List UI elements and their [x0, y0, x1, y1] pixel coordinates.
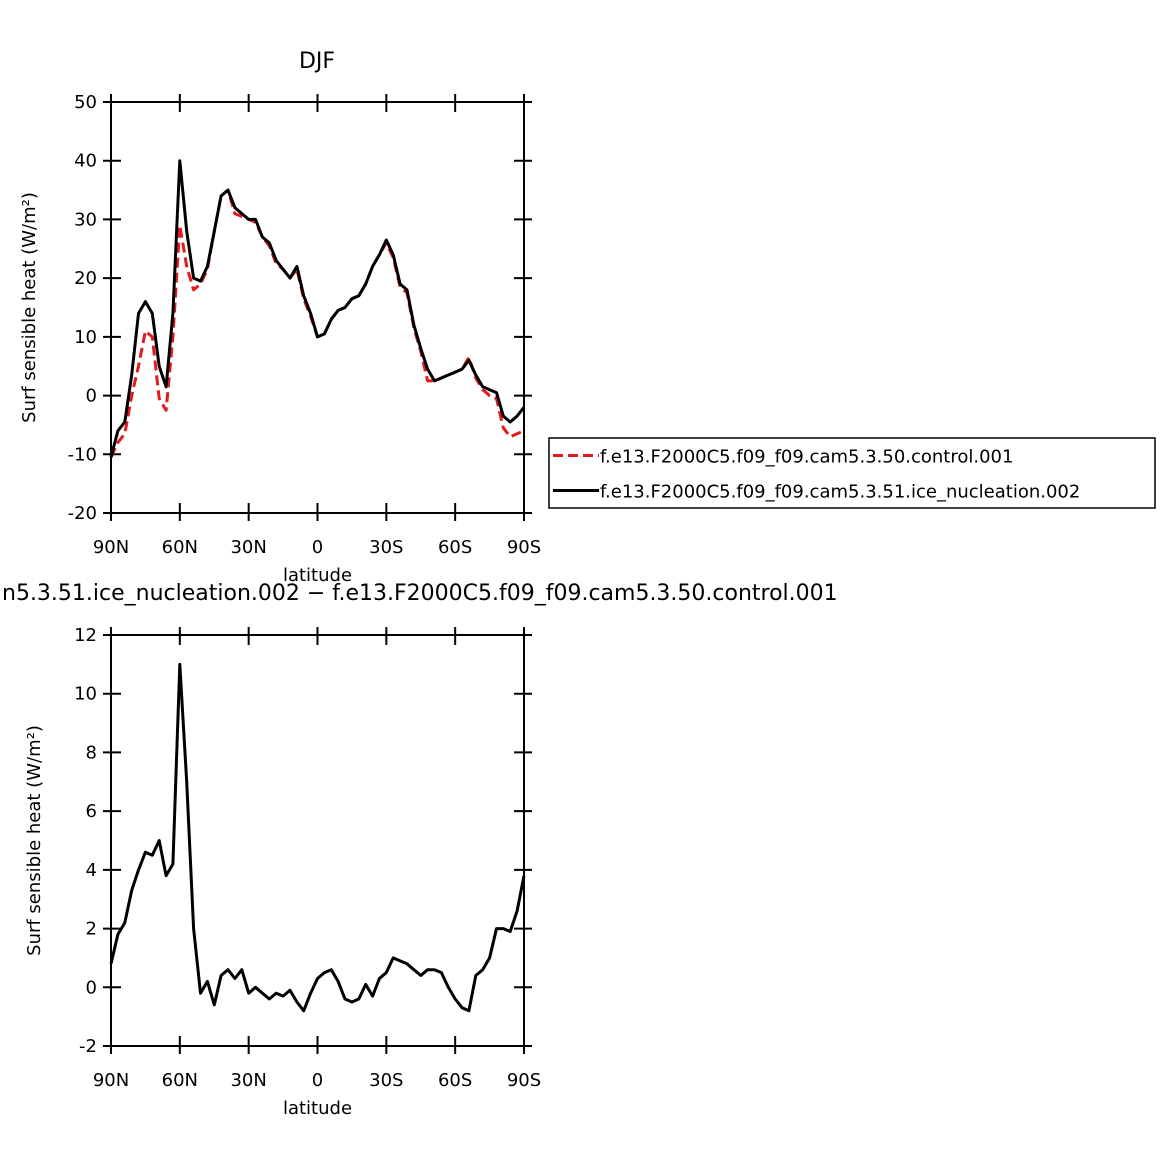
y-tick-label: 4	[86, 860, 97, 881]
series-line	[109, 662, 526, 1013]
x-tick-label: 60N	[162, 537, 198, 558]
x-tick-label: 60S	[438, 537, 472, 558]
y-axis-label: Surf sensible heat (W/m²)	[19, 192, 40, 423]
x-tick-label: 0	[312, 1070, 323, 1091]
y-tick-label: 0	[86, 977, 97, 998]
x-tick-label: 60S	[438, 1070, 472, 1091]
x-tick-label: 90S	[507, 537, 541, 558]
x-tick-label: 90N	[93, 1070, 129, 1091]
y-tick-label: 8	[86, 742, 97, 763]
y-tick-label: 12	[74, 625, 97, 646]
y-tick-label: 50	[74, 92, 97, 113]
y-tick-label: 0	[86, 386, 97, 407]
y-tick-label: 6	[86, 801, 97, 822]
chart-title: DJF	[299, 49, 335, 74]
y-tick-label: 10	[74, 684, 97, 705]
series-line	[109, 159, 526, 458]
y-tick-label: 10	[74, 327, 97, 348]
y-tick-label: -20	[68, 503, 97, 524]
y-axis-label: Surf sensible heat (W/m²)	[24, 725, 45, 956]
x-tick-label: 30S	[369, 537, 403, 558]
x-tick-label: 90S	[507, 1070, 541, 1091]
y-tick-label: 2	[86, 919, 97, 940]
x-tick-label: 30S	[369, 1070, 403, 1091]
x-tick-label: 0	[312, 537, 323, 558]
legend-label: f.e13.F2000C5.f09_f09.cam5.3.51.ice_nucl…	[600, 482, 1080, 503]
x-tick-label: 90N	[93, 537, 129, 558]
legend-box	[548, 437, 1156, 509]
y-tick-label: -2	[79, 1036, 97, 1057]
legend-label: f.e13.F2000C5.f09_f09.cam5.3.50.control.…	[600, 447, 1013, 468]
x-tick-label: 30N	[230, 1070, 266, 1091]
x-axis-label: latitude	[283, 565, 352, 586]
x-axis-label: latitude	[283, 1098, 352, 1119]
y-tick-label: -10	[68, 444, 97, 465]
y-tick-label: 40	[74, 151, 97, 172]
x-tick-label: 60N	[162, 1070, 198, 1091]
y-tick-label: 20	[74, 268, 97, 289]
y-tick-label: 30	[74, 209, 97, 230]
chart-title: n5.3.51.ice_nucleation.002 − f.e13.F2000…	[2, 581, 838, 606]
x-tick-label: 30N	[230, 537, 266, 558]
